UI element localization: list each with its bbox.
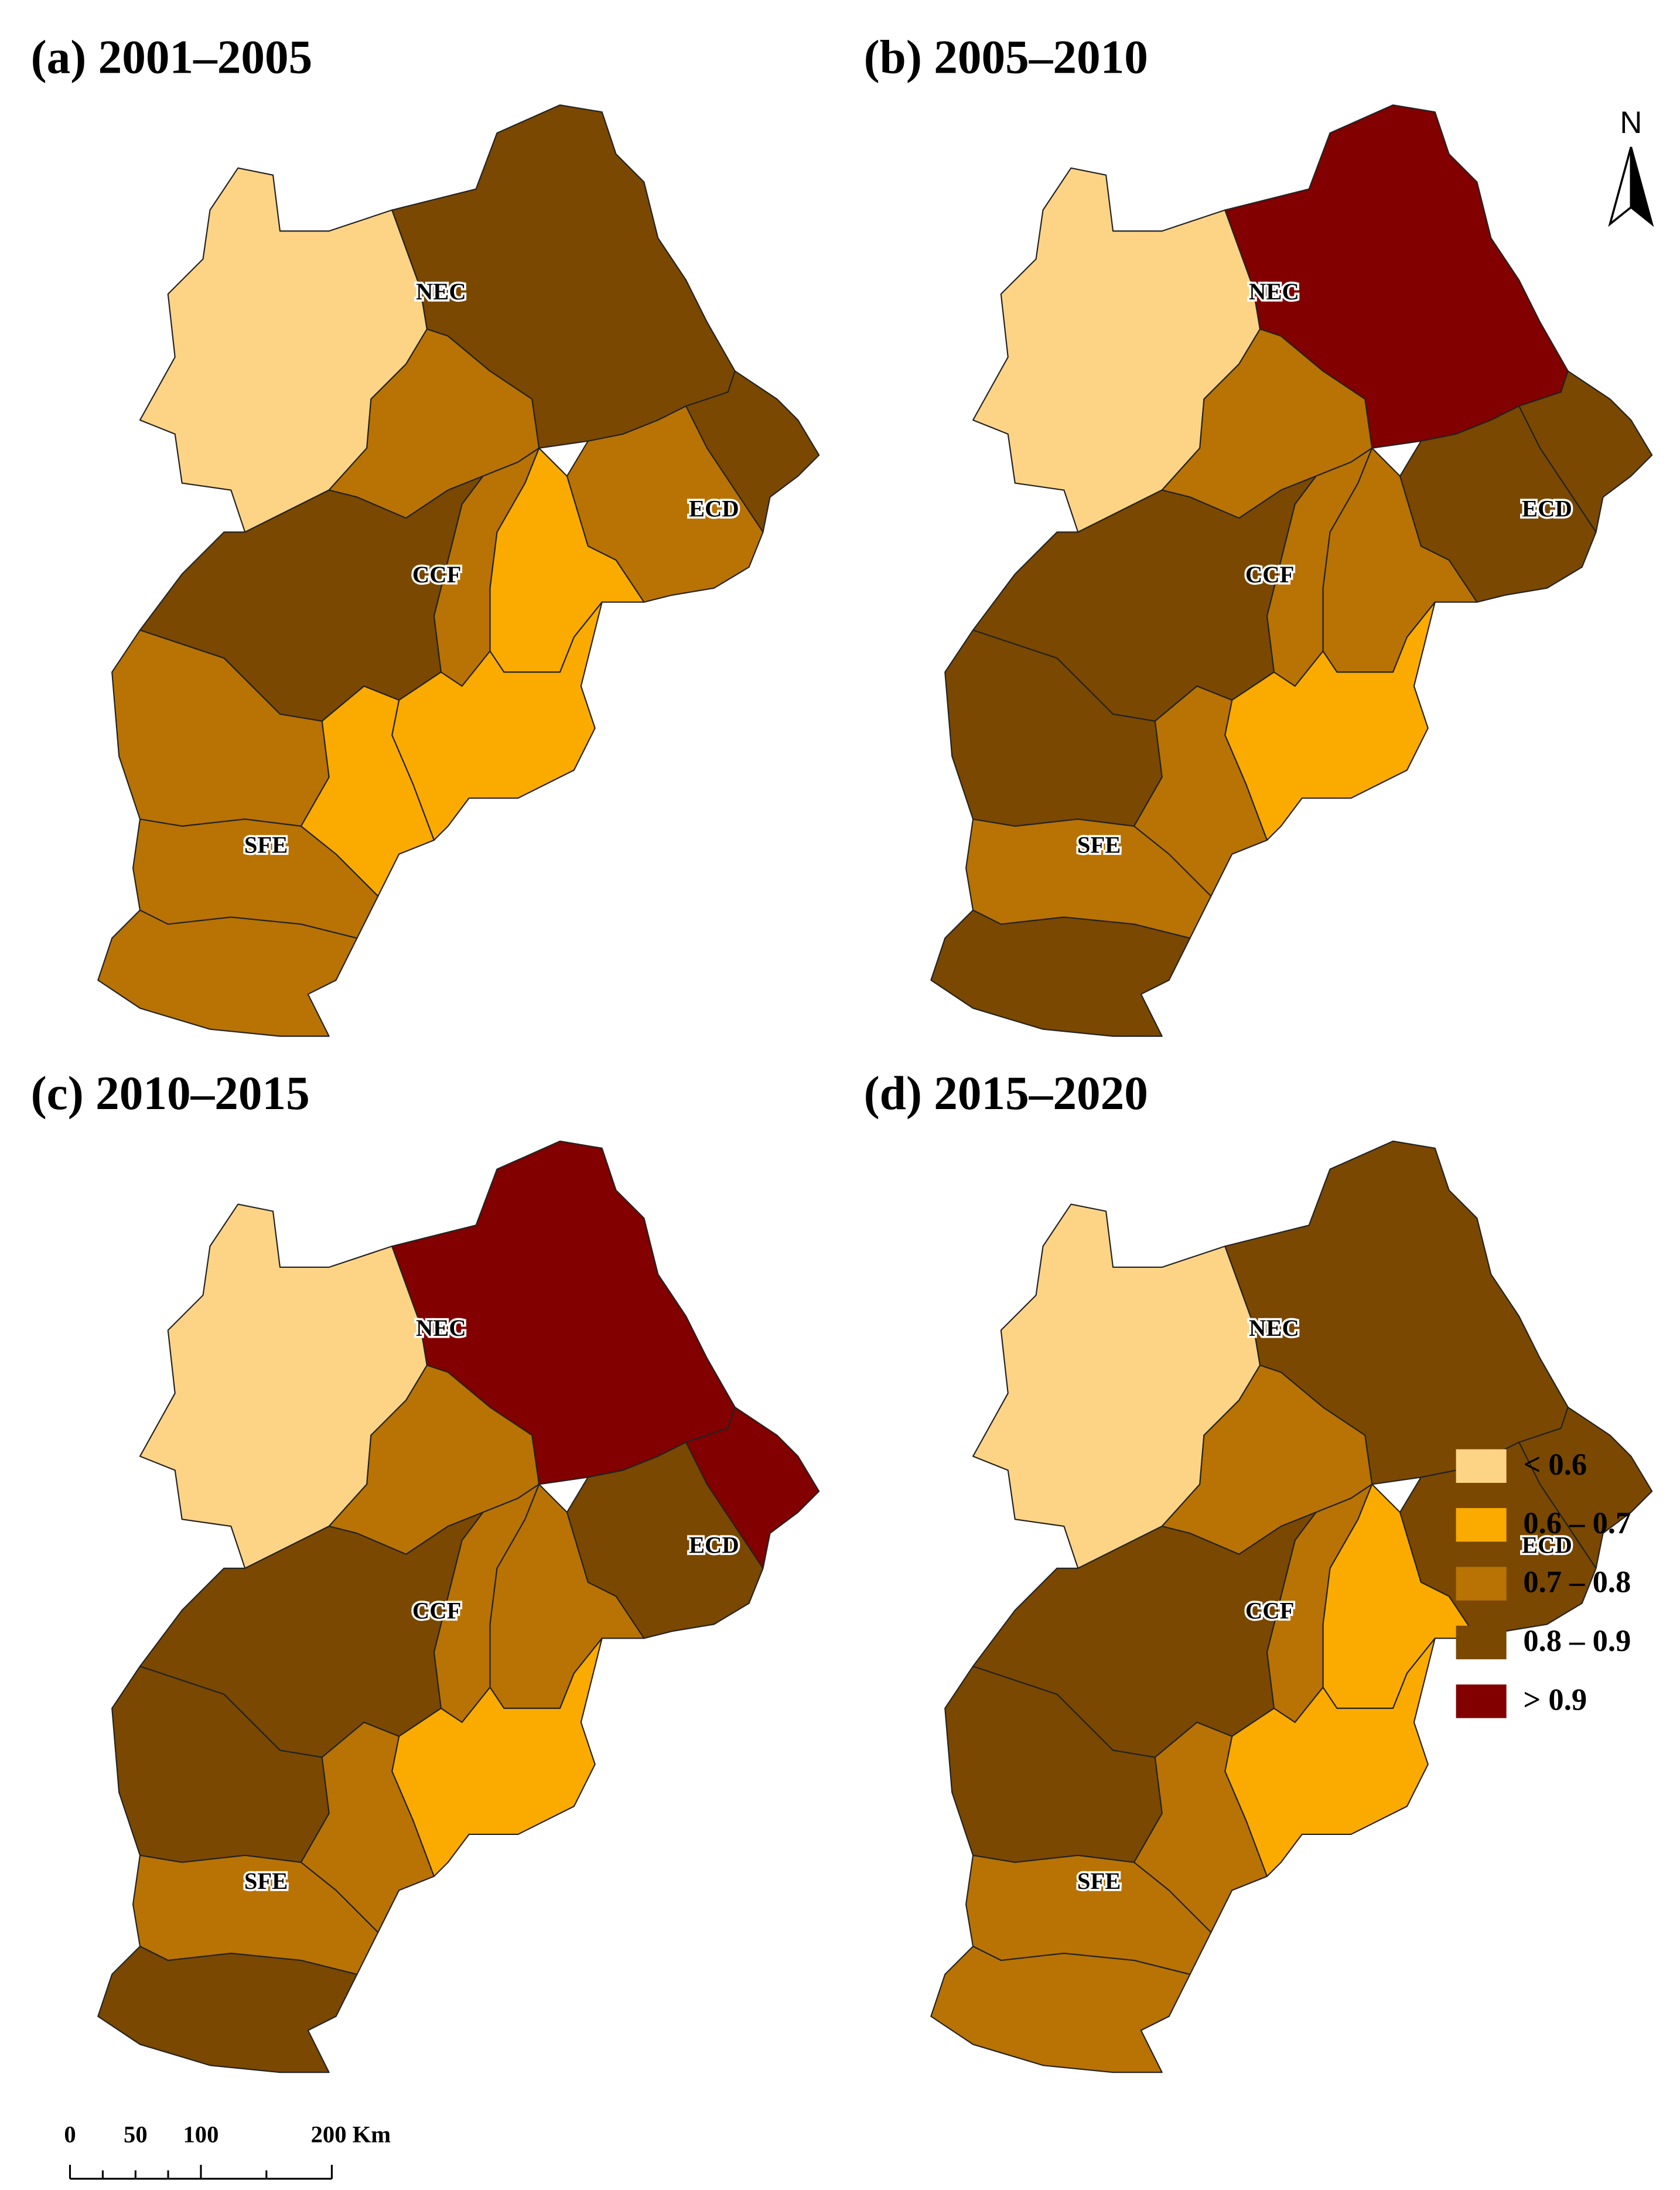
region	[1224, 601, 1436, 841]
region-label: NEC	[416, 1315, 466, 1341]
region-label: CCF	[412, 561, 461, 588]
map-panel: (b) 2005–2010 NEC ECD CCF SFE	[864, 30, 1653, 1037]
region-label: SFE	[244, 1868, 288, 1894]
region	[97, 1946, 358, 2073]
region-label: NEC	[1249, 1315, 1299, 1341]
scale-label: 50	[124, 2121, 148, 2148]
region-label: SFE	[244, 831, 288, 858]
legend-swatch	[1456, 1684, 1507, 1718]
region	[391, 601, 603, 841]
region	[944, 629, 1163, 827]
scale-bar: 0 50 100 200 Km	[64, 2121, 391, 2180]
region-label: SFE	[1077, 831, 1121, 858]
legend-label: < 0.6	[1523, 1448, 1587, 1482]
region-label: CCF	[1245, 1598, 1295, 1624]
region-label: ECD	[689, 496, 739, 522]
legend-label: 0.6 – 0.7	[1523, 1506, 1631, 1540]
region	[97, 909, 358, 1037]
scale-label: 0	[64, 2121, 76, 2148]
map-panel: (c) 2010–2015 NEC ECD CCF SFE	[31, 1067, 820, 2073]
region	[391, 1638, 603, 1877]
region-label: SFE	[1077, 1868, 1121, 1894]
panel-title: (b) 2005–2010	[864, 30, 1148, 83]
region	[1224, 1638, 1436, 1877]
scale-label: 100	[183, 2121, 218, 2148]
north-label: N	[1620, 105, 1642, 140]
map-panel: (a) 2001–2005 NEC ECD CCF SFE	[31, 30, 820, 1037]
region	[111, 629, 330, 827]
legend-label: 0.8 – 0.9	[1523, 1624, 1631, 1658]
scale-label: 200 Km	[311, 2121, 391, 2148]
panel-title: (c) 2010–2015	[31, 1067, 310, 1120]
region-label: CCF	[412, 1598, 461, 1624]
north-arrow-left	[1608, 146, 1633, 227]
region-label: NEC	[1249, 278, 1299, 305]
legend-swatch	[1456, 1625, 1507, 1660]
north-arrow-right	[1630, 146, 1654, 227]
region	[930, 1946, 1191, 2073]
scale-bar-line	[69, 2164, 333, 2180]
north-arrow: N	[1608, 105, 1654, 227]
region-label: ECD	[1522, 1531, 1572, 1558]
region	[944, 1666, 1163, 1863]
legend-swatch	[1456, 1567, 1507, 1601]
panel-title: (d) 2015–2020	[864, 1067, 1148, 1120]
legend-label: 0.7 – 0.8	[1523, 1565, 1631, 1599]
region	[111, 1666, 330, 1863]
legend: < 0.6 0.6 – 0.7 0.7 – 0.8 0.8 – 0.9 > 0.9	[1456, 1448, 1631, 1718]
map-panel: (d) 2015–2020 NEC ECD CCF SFE	[864, 1067, 1653, 2073]
legend-swatch	[1456, 1508, 1507, 1542]
legend-swatch	[1456, 1449, 1507, 1483]
region-label: ECD	[689, 1531, 739, 1558]
region-label: NEC	[416, 278, 466, 305]
region-label: ECD	[1522, 496, 1572, 522]
region-label: CCF	[1245, 561, 1295, 588]
region	[930, 909, 1191, 1037]
legend-label: > 0.9	[1523, 1683, 1587, 1717]
panel-title: (a) 2001–2005	[31, 30, 313, 83]
